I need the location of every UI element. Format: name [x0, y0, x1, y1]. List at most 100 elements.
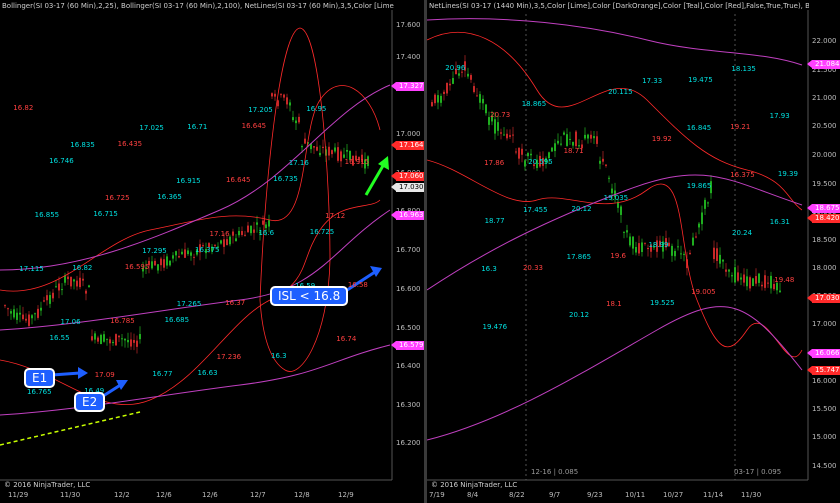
- level-label: 16.375: [730, 171, 755, 179]
- candle-body: [671, 245, 673, 256]
- candle-body: [623, 231, 625, 233]
- level-label: 19.92: [652, 135, 672, 143]
- candle-body: [575, 131, 577, 147]
- level-label: 20.73: [490, 111, 510, 119]
- candle-body: [581, 144, 583, 149]
- lower-band-100: [427, 306, 803, 441]
- candle-body: [638, 243, 640, 254]
- candle-body: [298, 116, 300, 123]
- candle-body: [40, 307, 42, 311]
- price-tag: 18.675: [807, 204, 840, 213]
- candle-body: [349, 150, 351, 160]
- candle-body: [452, 78, 454, 84]
- candle-body: [205, 248, 207, 254]
- candle-body: [722, 259, 724, 262]
- candle-body: [455, 68, 457, 75]
- candle-body: [361, 154, 363, 163]
- level-label: 17.16: [289, 159, 310, 167]
- candle-body: [629, 236, 631, 246]
- candle-body: [202, 245, 204, 247]
- level-label: 16.82: [13, 104, 33, 112]
- panel-divider[interactable]: [424, 0, 427, 503]
- upper-band-100: [427, 18, 803, 66]
- copyright: © 2016 NinjaTrader, LLC: [431, 481, 518, 489]
- candle-body: [217, 246, 219, 248]
- session-label: 12-16 | 0.085: [531, 468, 579, 476]
- candle-body: [352, 155, 354, 166]
- candle-body: [746, 276, 748, 287]
- time-axis-label: 10/11: [625, 491, 646, 499]
- level-label: 16.645: [242, 122, 267, 130]
- indicator-header: Bollinger(SI 03-17 (60 Min),2,25), Bolli…: [2, 2, 394, 10]
- candle-body: [208, 243, 210, 248]
- candle-body: [292, 117, 294, 121]
- level-label: 16.685: [165, 316, 190, 324]
- level-label: 16.915: [345, 158, 370, 166]
- candle-body: [106, 338, 108, 340]
- level-label: 17.06: [61, 318, 82, 326]
- lower-band: [427, 159, 803, 358]
- candle-body: [578, 145, 580, 147]
- candle-body: [232, 231, 234, 236]
- candle-body: [295, 120, 297, 124]
- candle-body: [235, 238, 237, 242]
- chart-canvas-1440min[interactable]: 20.96 20.73 20.595 20.12 19.6 19.525 19.475 19.…: [427, 0, 840, 503]
- time-axis-label: 12/8: [294, 491, 310, 499]
- candle-body: [253, 229, 255, 233]
- chart-panel-1440min[interactable]: 20.96 20.73 20.595 20.12 19.6 19.525 19.475 19.…: [427, 0, 840, 503]
- middle-band: [427, 174, 803, 291]
- level-label: 17.236: [217, 353, 242, 361]
- candle-body: [259, 231, 261, 234]
- level-label: 19.21: [730, 123, 750, 131]
- candle-body: [184, 249, 186, 258]
- level-label: 17.205: [248, 106, 273, 114]
- candle-body: [443, 91, 445, 94]
- candle-body: [752, 278, 754, 287]
- chart-canvas-60min[interactable]: 16.82 16.746 16.715 16.595 16.685 16.63 16.645…: [0, 0, 424, 503]
- price-axis-label: 14.500: [812, 462, 837, 470]
- candle-body: [635, 246, 637, 253]
- upper-band: [427, 32, 803, 211]
- candle-body: [220, 240, 222, 244]
- price-axis-label: 19.500: [812, 180, 837, 188]
- price-tag: 15.747: [807, 366, 840, 375]
- candle-body: [316, 146, 318, 151]
- arrow-e1-head: [78, 367, 88, 379]
- candle-body: [268, 220, 270, 227]
- candle-body: [518, 147, 520, 159]
- level-label: 16.365: [157, 193, 182, 201]
- time-axis-label: 12/9: [338, 491, 354, 499]
- level-label: 19.005: [691, 288, 716, 296]
- candle-body: [557, 140, 559, 144]
- candle-body: [572, 141, 574, 146]
- candle-body: [548, 152, 550, 159]
- level-label: 17.09: [95, 371, 115, 379]
- candle-body: [476, 95, 478, 97]
- candle-body: [25, 318, 27, 321]
- candle-body: [112, 341, 114, 344]
- level-label: 16.735: [273, 175, 298, 183]
- candle-body: [485, 104, 487, 114]
- candle-body: [719, 254, 721, 264]
- candle-body: [79, 277, 81, 288]
- trendline: [0, 411, 141, 446]
- candle-body: [683, 253, 685, 255]
- candle-body: [539, 155, 541, 167]
- level-label: 16.855: [35, 211, 60, 219]
- upper-band: [0, 85, 381, 292]
- candle-body: [488, 117, 490, 125]
- candle-body: [223, 239, 225, 247]
- level-label: 16.725: [310, 228, 335, 236]
- candle-body: [500, 132, 502, 134]
- candle-body: [596, 136, 598, 144]
- candle-body: [337, 147, 339, 161]
- chart-panel-60min[interactable]: 16.82 16.746 16.715 16.595 16.685 16.63 16.645…: [0, 0, 427, 503]
- candle-body: [37, 308, 39, 318]
- candle-body: [515, 151, 517, 153]
- level-label: 17.865: [567, 253, 592, 261]
- level-label: 17.455: [523, 206, 548, 214]
- candle-body: [55, 286, 57, 288]
- candle-body: [608, 177, 610, 179]
- candle-body: [533, 164, 535, 167]
